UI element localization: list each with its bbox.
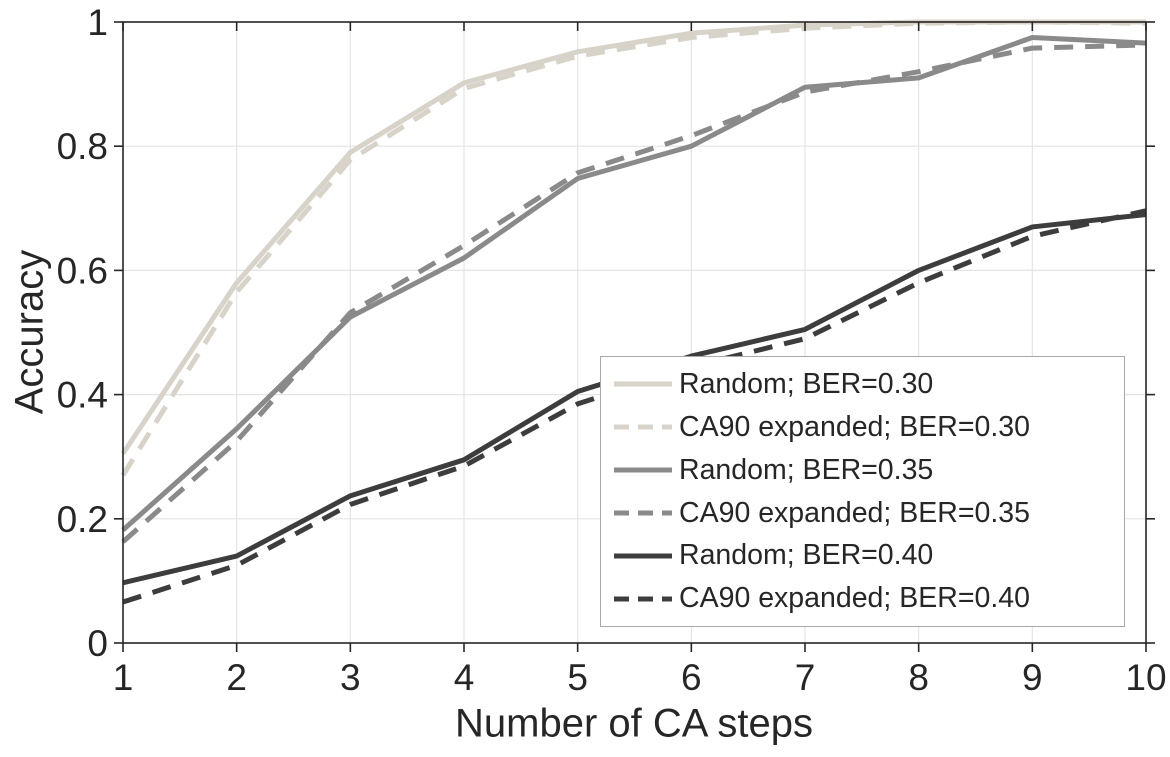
x-tick-label: 5 xyxy=(567,657,588,698)
x-tick-label: 6 xyxy=(681,657,702,698)
legend-line-sample-solid xyxy=(614,553,672,559)
legend-label: CA90 expanded; BER=0.40 xyxy=(679,582,1030,615)
legend-label: Random; BER=0.40 xyxy=(679,539,934,572)
legend-label: Random; BER=0.30 xyxy=(679,368,934,401)
legend-line-sample-dashed xyxy=(614,424,672,430)
x-tick-label: 8 xyxy=(908,657,929,698)
x-tick-label: 3 xyxy=(340,657,361,698)
legend-item: CA90 expanded; BER=0.30 xyxy=(614,413,1120,442)
x-tick-label: 7 xyxy=(795,657,816,698)
series-line-3 xyxy=(121,42,1147,544)
axes-box xyxy=(122,21,1147,644)
legend-line-sample-solid xyxy=(614,381,672,387)
y-tick-label: 0.8 xyxy=(57,126,108,167)
legend-line-sample-solid xyxy=(614,467,672,473)
legend-item: Random; BER=0.30 xyxy=(614,370,1120,399)
x-tick-label: 10 xyxy=(1125,657,1166,698)
x-tick-label: 2 xyxy=(226,657,247,698)
x-axis-label: Number of CA steps xyxy=(455,701,813,746)
x-tick-label: 1 xyxy=(113,657,134,698)
x-tick-label: 9 xyxy=(1022,657,1043,698)
y-tick-label: 0.6 xyxy=(57,250,108,291)
legend-label: Random; BER=0.35 xyxy=(679,453,934,486)
legend-item: CA90 expanded; BER=0.40 xyxy=(614,584,1120,613)
y-tick-label: 0.2 xyxy=(57,499,108,540)
legend-label: CA90 expanded; BER=0.30 xyxy=(679,410,1030,443)
legend-label: CA90 expanded; BER=0.35 xyxy=(679,496,1030,529)
legend-item: Random; BER=0.40 xyxy=(614,541,1120,570)
legend-line-sample-dashed xyxy=(614,510,672,516)
x-tick-label: 4 xyxy=(454,657,475,698)
y-axis-label: Accuracy xyxy=(7,249,52,415)
series-line-1 xyxy=(120,19,1147,477)
y-tick-label: 1 xyxy=(87,2,108,43)
legend-item: Random; BER=0.35 xyxy=(614,456,1120,485)
y-tick-label: 0 xyxy=(87,623,108,664)
y-tick-label: 0.4 xyxy=(57,375,108,416)
legend-line-sample-dashed xyxy=(614,596,672,602)
legend: Random; BER=0.30 CA90 expanded; BER=0.30 R… xyxy=(600,356,1125,627)
legend-item: CA90 expanded; BER=0.35 xyxy=(614,499,1120,528)
